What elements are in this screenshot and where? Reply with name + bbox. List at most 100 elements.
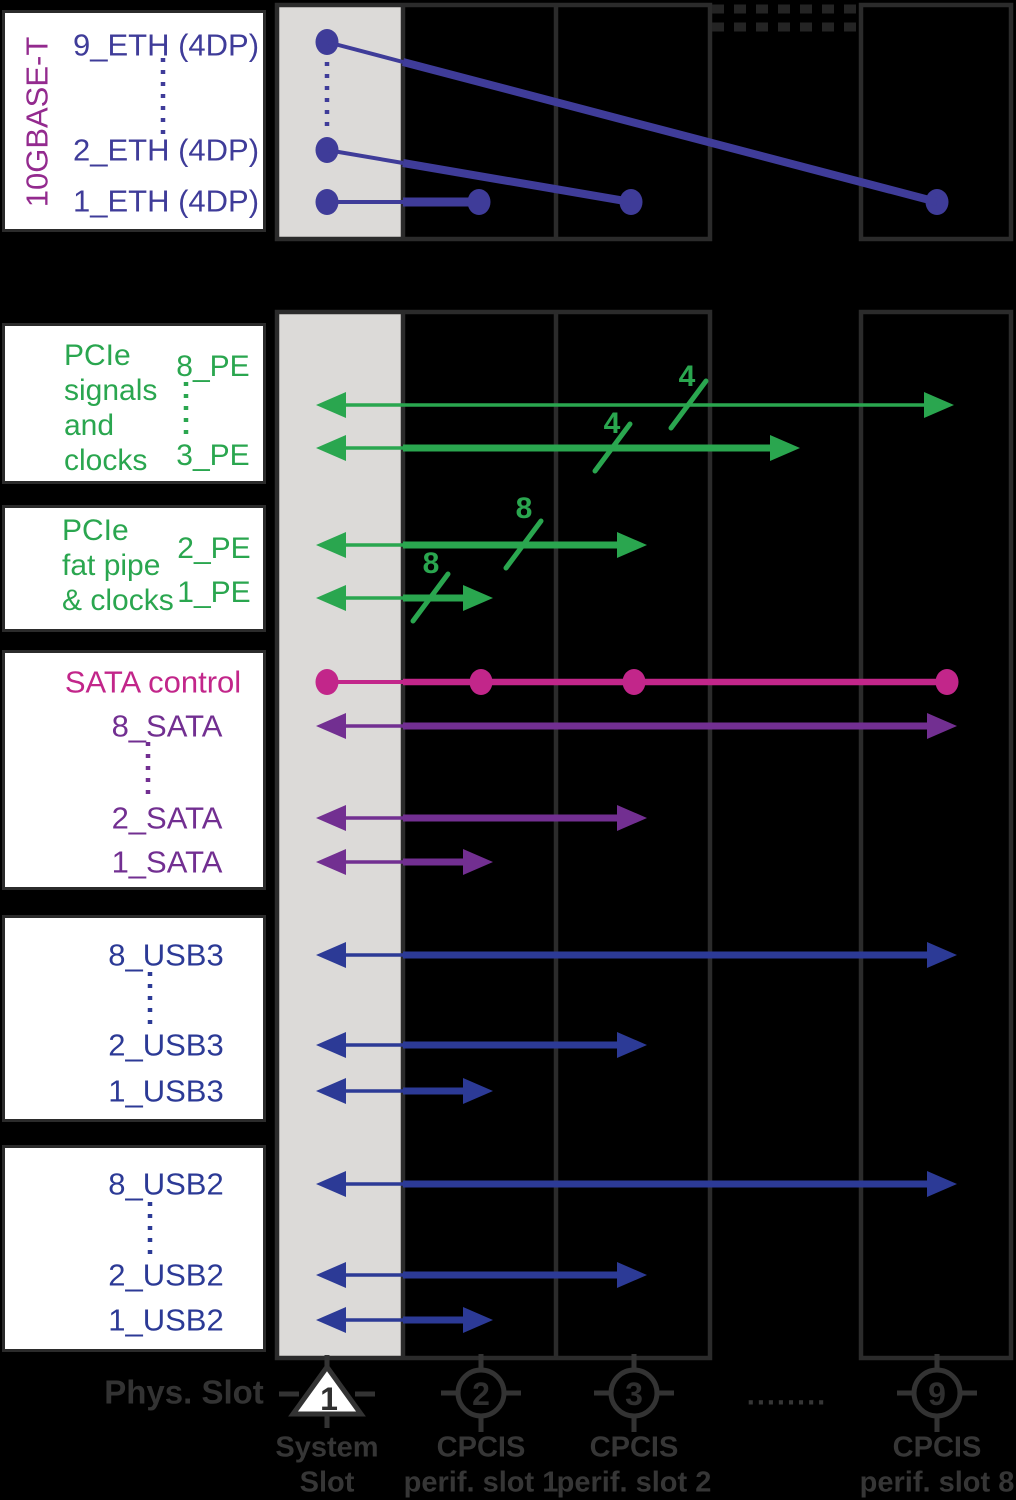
bus-width-slash	[503, 518, 544, 571]
system-slot-band-top	[275, 3, 403, 241]
sata-row-label: 8_SATA	[111, 708, 223, 744]
usb3-2-left-arrowhead	[316, 1032, 346, 1058]
pe1-right-arrowhead	[463, 585, 493, 611]
eth-row-label: 1_ETH (4DP)	[72, 183, 260, 219]
eth2-line-thin	[326, 148, 404, 165]
eth-label-box	[2, 10, 266, 232]
top-frame	[274, 2, 713, 242]
usb2-8-left-arrowhead	[316, 1171, 346, 1197]
slot-number: 1	[320, 1381, 338, 1417]
pe-row-label: 1_PE	[177, 576, 251, 609]
perif-slot1-icon	[441, 1354, 521, 1432]
sata8-left-arrowhead	[316, 713, 346, 739]
pe-row-label: 2_PE	[177, 532, 251, 565]
main-frame-slot8	[858, 309, 1014, 1361]
slot-caption: CPCIS	[589, 1431, 679, 1464]
usb3-8-right-arrowhead	[927, 942, 957, 968]
pcie-fat-pipe-label-box	[2, 505, 266, 632]
pcie-signals-label-box	[2, 323, 266, 484]
slot-ellipsis: ........	[746, 1379, 828, 1412]
slot-number: 3	[625, 1376, 643, 1412]
usb3-label-box	[2, 915, 266, 1122]
sata2-left-arrowhead	[316, 805, 346, 831]
slot-caption: CPCIS	[892, 1431, 982, 1464]
sata-routing	[145, 713, 957, 875]
bus-width-slash	[410, 571, 451, 624]
eth-routing	[160, 29, 949, 215]
usb2-routing	[147, 1171, 957, 1333]
eth9-line	[401, 58, 939, 206]
usb2-1-right-arrowhead	[463, 1307, 493, 1333]
pe-row-label: 3_PE	[176, 439, 250, 472]
footer-icons	[279, 1354, 977, 1432]
sata-row-label: 2_SATA	[111, 800, 223, 836]
usb2-2-left-arrowhead	[316, 1262, 346, 1288]
slot-caption: Slot	[299, 1466, 355, 1499]
usb3-row-label: 2_USB3	[108, 1027, 224, 1063]
usb2-row-label: 8_USB2	[108, 1166, 224, 1202]
pcie-fat-title-line: fat pipe	[62, 549, 161, 582]
pe8-right-arrowhead	[924, 392, 954, 418]
pcie-fat-title-line: PCIe	[62, 514, 129, 547]
phys-slot-label: Phys. Slot	[104, 1373, 264, 1411]
perif-slot8-icon	[897, 1354, 977, 1432]
bus-width-label: 8	[515, 492, 533, 525]
usb3-row-label: 1_USB3	[108, 1073, 224, 1109]
sata1-left-arrowhead	[316, 849, 346, 875]
bus-width-label: 4	[678, 360, 696, 393]
usb3-routing	[147, 942, 957, 1104]
sata2-right-arrowhead	[617, 805, 647, 831]
pcie-signals-title-line: PCIe	[64, 339, 131, 372]
slot-number: 2	[472, 1376, 490, 1412]
slot-caption: CPCIS	[436, 1431, 526, 1464]
usb3-1-right-arrowhead	[463, 1078, 493, 1104]
usb3-1-left-arrowhead	[316, 1078, 346, 1104]
pe8-left-arrowhead	[316, 392, 346, 418]
pe1-left-arrowhead	[316, 585, 346, 611]
usb2-8-right-arrowhead	[927, 1171, 957, 1197]
usb3-8-left-arrowhead	[316, 942, 346, 968]
pe2-right-arrowhead	[617, 532, 647, 558]
top-frame-slot8	[858, 2, 1014, 242]
usb2-1-left-arrowhead	[316, 1307, 346, 1333]
bus-width-slash	[592, 421, 633, 474]
pe2-left-arrowhead	[316, 532, 346, 558]
sata-control-routing	[315, 669, 959, 695]
eth-row-label: 9_ETH (4DP)	[72, 27, 260, 63]
slot-caption: System	[275, 1431, 379, 1464]
system-slot-band-main	[275, 310, 403, 1360]
usb2-row-label: 1_USB2	[108, 1302, 224, 1338]
system-slot-icon	[279, 1355, 375, 1428]
eth9-line-thin	[326, 40, 404, 64]
slot-caption: perif. slot 2	[556, 1466, 712, 1499]
slot-caption: perif. slot 8	[859, 1466, 1015, 1499]
usb2-2-right-arrowhead	[617, 1262, 647, 1288]
eth-section-title: 10GBASE-T	[19, 36, 55, 208]
main-frame	[274, 309, 713, 1361]
sata8-right-arrowhead	[927, 713, 957, 739]
eth-row-label: 2_ETH (4DP)	[72, 132, 260, 168]
pe-row-label: 8_PE	[176, 350, 250, 383]
pcie-fat-title-line: & clocks	[62, 584, 174, 617]
sata-label-box	[2, 650, 266, 890]
usb3-row-label: 8_USB3	[108, 937, 224, 973]
bus-width-label: 4	[603, 407, 621, 440]
sata-row-label: 1_SATA	[111, 844, 223, 880]
usb2-label-box	[2, 1145, 266, 1352]
usb3-2-right-arrowhead	[617, 1032, 647, 1058]
pe3-left-arrowhead	[316, 435, 346, 461]
pcie-routing	[183, 378, 954, 624]
bus-width-slash	[668, 378, 709, 431]
pcie-signals-title-line: signals	[64, 374, 158, 407]
slot-number: 9	[928, 1376, 946, 1412]
perif-slot2-icon	[594, 1354, 674, 1432]
slot-caption: perif. slot 1	[403, 1466, 559, 1499]
pcie-signals-title-line: clocks	[64, 444, 148, 477]
eth2-line	[402, 159, 632, 206]
pcie-signals-title-line: and	[64, 409, 115, 442]
pe3-right-arrowhead	[770, 435, 800, 461]
sata1-right-arrowhead	[463, 849, 493, 875]
sata-control-label: SATA control	[64, 664, 242, 700]
